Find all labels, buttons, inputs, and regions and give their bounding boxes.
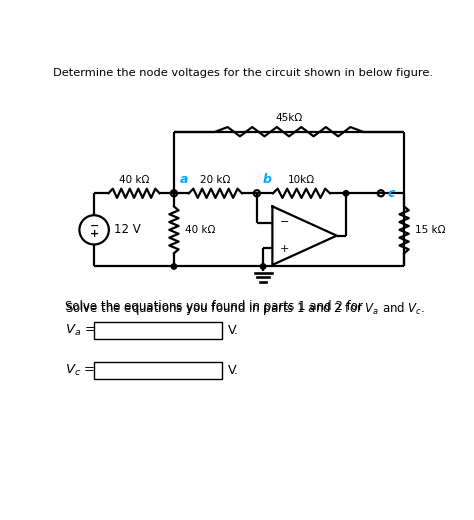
Text: 45kΩ: 45kΩ — [275, 113, 303, 123]
Text: Solve the equations you found in parts 1 and 2 for $V_a$ and $V_c$.: Solve the equations you found in parts 1… — [65, 300, 426, 317]
Text: −: − — [280, 217, 290, 227]
Text: 10kΩ: 10kΩ — [288, 175, 315, 185]
Circle shape — [260, 264, 266, 269]
FancyBboxPatch shape — [94, 322, 222, 339]
Text: 12 V: 12 V — [113, 224, 140, 237]
Text: −: − — [90, 221, 99, 231]
Text: Solve the equations you found in parts 1 and 2 for: Solve the equations you found in parts 1… — [65, 300, 367, 313]
Text: b: b — [263, 173, 272, 186]
Text: 40 kΩ: 40 kΩ — [185, 225, 215, 235]
Text: 40 kΩ: 40 kΩ — [119, 175, 149, 185]
Text: 15 kΩ: 15 kΩ — [415, 225, 446, 235]
Text: a: a — [180, 173, 189, 186]
Text: $V_c$ =: $V_c$ = — [65, 363, 96, 378]
Text: +: + — [280, 244, 290, 254]
Text: 20 kΩ: 20 kΩ — [200, 175, 230, 185]
Text: V.: V. — [228, 364, 239, 377]
FancyBboxPatch shape — [94, 362, 222, 379]
Text: Determine the node voltages for the circuit shown in below figure.: Determine the node voltages for the circ… — [53, 68, 433, 78]
Text: c: c — [387, 187, 394, 200]
Circle shape — [171, 264, 177, 269]
Text: +: + — [90, 229, 99, 240]
Text: $V_a$ =: $V_a$ = — [65, 323, 96, 338]
Text: V.: V. — [228, 324, 239, 337]
Circle shape — [343, 191, 349, 196]
